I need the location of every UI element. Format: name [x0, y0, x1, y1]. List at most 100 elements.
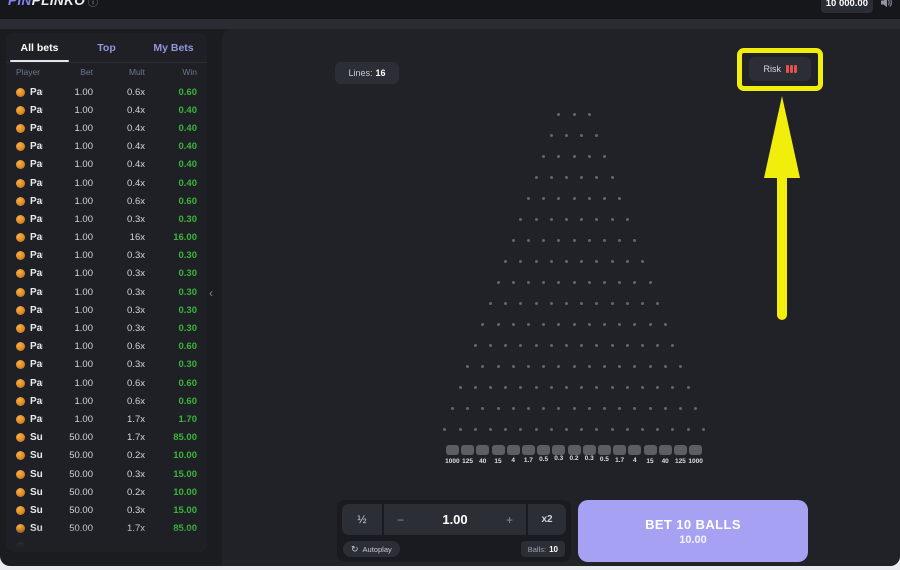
multiplier: 0.6x — [127, 377, 145, 389]
autoplay-button[interactable]: ↻ Autoplay — [343, 541, 400, 557]
bet-amount: 1.00 — [74, 323, 94, 335]
win-amount: 0.30 — [178, 213, 198, 225]
peg — [640, 260, 644, 263]
bet-amount: 50.00 — [69, 450, 93, 462]
peg — [496, 365, 500, 368]
peg — [625, 260, 629, 263]
peg — [564, 260, 568, 263]
player-avatar — [16, 269, 25, 279]
peg — [580, 386, 584, 389]
sound-icon[interactable] — [880, 0, 893, 14]
peg — [686, 428, 690, 431]
bet-row: Paulette 1.00 0.3x 0.30 — [6, 265, 207, 283]
peg — [656, 344, 660, 347]
bet-amount: 1.00 — [74, 341, 94, 353]
peg — [618, 197, 622, 200]
multiplier-slot — [628, 445, 642, 455]
peg — [580, 134, 584, 137]
multiplier-slot — [643, 445, 657, 455]
bet-amount: 1.00 — [74, 250, 94, 262]
peg — [466, 407, 470, 410]
player-avatar — [16, 287, 25, 297]
peg — [618, 365, 622, 368]
tab-my-bets[interactable]: My Bets — [153, 41, 194, 54]
player-avatar — [16, 105, 25, 115]
info-icon[interactable]: ⓘ — [88, 0, 98, 9]
peg — [443, 428, 447, 431]
player-name: Suzanne — [30, 432, 43, 444]
top-bar-lower-band — [0, 19, 900, 29]
multiplier-slot-label: 125 — [462, 458, 474, 465]
player-avatar — [16, 469, 25, 479]
peg — [663, 323, 667, 326]
risk-button[interactable]: Risk — [749, 57, 811, 81]
peg — [633, 407, 637, 410]
peg — [542, 365, 546, 368]
peg — [549, 260, 553, 263]
multiplier: 0.6x — [127, 195, 145, 207]
peg — [511, 323, 515, 326]
multiplier-slot — [506, 445, 520, 455]
win-amount: 0.30 — [178, 268, 198, 280]
multiplier: 0.3x — [127, 359, 145, 371]
multiplier: 16x — [129, 232, 145, 244]
lines-button[interactable]: Lines: 16 — [335, 62, 399, 84]
multiplier-slot-label: 0.2 — [569, 455, 579, 462]
tab-all-bets[interactable]: All bets — [6, 33, 73, 62]
bet-amount: 1.00 — [74, 195, 94, 207]
player-name: Paulette — [30, 377, 43, 389]
peg — [602, 281, 606, 284]
app-logo[interactable]: PINPLINKO — [8, 0, 85, 8]
bet-amount-value[interactable]: 1.00 — [442, 512, 468, 527]
decrease-bet-button[interactable]: − — [397, 512, 405, 527]
peg — [587, 365, 591, 368]
multiplier-slot-label: 40 — [479, 458, 487, 465]
peg — [450, 407, 454, 410]
win-amount: 0.40 — [178, 104, 198, 116]
peg — [542, 239, 546, 242]
peg — [648, 323, 652, 326]
increase-bet-button[interactable]: + — [505, 512, 513, 527]
bet-amount: 1.00 — [74, 359, 94, 371]
peg — [542, 155, 546, 158]
tab-top[interactable]: Top — [97, 41, 116, 54]
win-amount: 0.40 — [178, 177, 198, 189]
peg — [595, 428, 599, 431]
peg — [564, 386, 568, 389]
peg — [625, 386, 629, 389]
peg — [534, 176, 538, 179]
multiplier-slot-label: 15 — [494, 458, 502, 465]
balls-count-badge[interactable]: Balls: 10 — [520, 541, 565, 557]
peg — [610, 428, 614, 431]
peg — [488, 386, 492, 389]
peg — [496, 407, 500, 410]
multiplier-slot — [689, 445, 703, 455]
peg — [504, 344, 508, 347]
bet-button[interactable]: BET 10 BALLS 10.00 — [578, 500, 808, 562]
balls-label: Balls: — [527, 544, 547, 554]
peg — [557, 197, 561, 200]
peg — [663, 407, 667, 410]
multiplier: 0.3x — [127, 504, 145, 516]
player-avatar — [16, 396, 25, 406]
multiplier-slot — [461, 445, 475, 455]
half-bet-button[interactable]: ½ — [342, 504, 382, 535]
peg — [534, 344, 538, 347]
annotation-highlight-box: Risk — [737, 48, 823, 91]
peg — [473, 428, 477, 431]
peg — [504, 302, 508, 305]
bet-amount: 50.00 — [69, 523, 93, 535]
win-amount: 0.60 — [178, 341, 198, 353]
peg — [587, 239, 591, 242]
double-bet-button[interactable]: x2 — [528, 504, 566, 535]
peg — [572, 323, 576, 326]
player-name: Paulette — [30, 86, 43, 98]
win-amount: 0.30 — [178, 323, 198, 335]
bet-amount: 1.00 — [74, 377, 94, 389]
peg — [549, 176, 553, 179]
peg — [610, 344, 614, 347]
multiplier-slot-label: 125 — [674, 458, 686, 465]
collapse-sidebar-icon[interactable]: ‹ — [209, 286, 213, 300]
peg — [701, 428, 705, 431]
peg — [549, 386, 553, 389]
